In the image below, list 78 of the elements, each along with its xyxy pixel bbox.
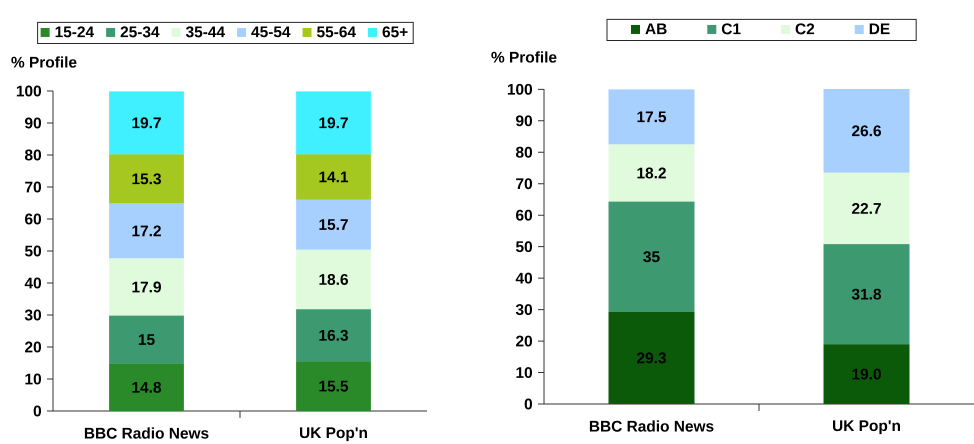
data-label: 18.6 [319, 274, 348, 285]
y-tick-label: 50 [24, 246, 42, 256]
y-tick-label: 90 [25, 118, 42, 128]
legend-label: DE [870, 23, 890, 34]
data-label: 19.7 [319, 117, 348, 128]
bar [296, 361, 371, 411]
bar [296, 199, 371, 250]
bar [608, 202, 695, 312]
y-tick-label: 100 [16, 86, 42, 96]
data-label: 15 [138, 334, 155, 346]
y-tick-label: 80 [516, 146, 532, 158]
y-tick-label: 0 [524, 398, 532, 410]
bar [296, 250, 371, 310]
y-tick-label: 10 [25, 374, 42, 384]
y-tick-label: 20 [25, 342, 42, 352]
bar [608, 312, 695, 404]
y-tick-label: 100 [508, 84, 532, 95]
y-tick-label: 70 [25, 182, 42, 192]
data-label: 14.8 [132, 382, 162, 393]
bar [109, 364, 184, 411]
legend-label: C2 [796, 23, 814, 34]
data-label: 19.7 [132, 117, 161, 128]
y-axis-title: % Profile [11, 56, 76, 68]
data-label: 19.0 [852, 368, 881, 380]
y-axis-title: % Profile [491, 51, 557, 63]
bar [296, 309, 371, 362]
bar [824, 344, 910, 404]
y-tick-label: 50 [516, 241, 532, 252]
data-label: 15.3 [132, 173, 161, 184]
y-tick-label: 60 [516, 210, 532, 221]
legend-label: 45-54 [251, 26, 290, 38]
y-tick-label: 40 [24, 278, 42, 288]
bar [109, 154, 184, 204]
bar [296, 91, 371, 154]
data-label: 17.2 [132, 225, 161, 236]
bar [109, 203, 184, 258]
legend-label: 65+ [382, 26, 408, 38]
y-tick-label: 60 [25, 214, 42, 224]
bar [824, 88, 910, 173]
bar [109, 91, 184, 154]
data-label: 14.1 [319, 172, 348, 182]
y-tick-label: 90 [516, 115, 532, 126]
y-tick-label: 70 [516, 178, 532, 190]
x-tick-label: BBC Radio News [590, 420, 714, 432]
legend-label: AB [645, 23, 667, 34]
data-label: 15.7 [319, 219, 348, 230]
legend-label: 55-64 [317, 26, 356, 38]
data-label: 18.2 [637, 168, 666, 178]
data-label: 15.5 [319, 380, 348, 392]
data-label: 17.9 [132, 282, 161, 292]
data-label: 22.7 [852, 203, 881, 214]
bar [109, 316, 184, 364]
bar [109, 258, 184, 316]
data-label: 31.8 [852, 288, 882, 300]
legend-label: C1 [722, 23, 741, 34]
x-tick-label: UK Pop'n [833, 420, 900, 434]
bar [296, 154, 371, 200]
bar [608, 144, 695, 202]
data-label: 29.3 [637, 352, 666, 364]
y-tick-label: 20 [516, 336, 532, 347]
legend-label: 35-44 [186, 26, 225, 38]
x-tick-label: UK Pop'n [300, 427, 367, 442]
y-tick-label: 80 [24, 150, 42, 160]
bar [608, 89, 695, 144]
y-tick-label: 0 [34, 406, 42, 416]
y-tick-label: 30 [24, 310, 42, 320]
y-tick-label: 10 [516, 367, 532, 378]
bar [824, 172, 910, 244]
data-label: 26.6 [852, 125, 881, 136]
legend-label: 25-34 [120, 26, 160, 38]
legend-label: 15-24 [56, 26, 94, 38]
y-tick-label: 30 [516, 304, 532, 316]
data-label: 17.5 [637, 111, 666, 122]
bar [824, 244, 910, 344]
data-label: 16.3 [319, 330, 348, 341]
x-tick-label: BBC Radio News [84, 427, 208, 439]
y-tick-label: 40 [516, 272, 532, 284]
data-label: 35 [643, 251, 660, 262]
